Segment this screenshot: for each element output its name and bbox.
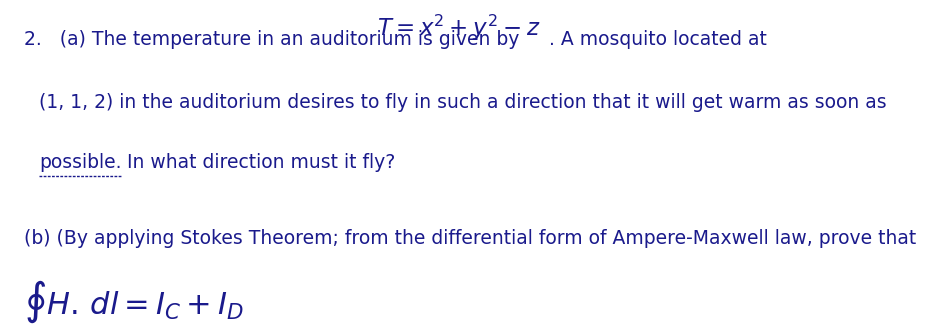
Text: possible.: possible. [40,152,122,172]
Text: (1, 1, 2) in the auditorium desires to fly in such a direction that it will get : (1, 1, 2) in the auditorium desires to f… [40,93,886,112]
Text: In what direction must it fly?: In what direction must it fly? [121,152,395,172]
Text: $\oint H.\, dl = I_C + I_D$: $\oint H.\, dl = I_C + I_D$ [24,278,244,325]
Text: 2.   (a) The temperature in an auditorium is given by: 2. (a) The temperature in an auditorium … [24,29,519,49]
Text: $T=x^2+y^2-z$: $T=x^2+y^2-z$ [377,13,540,43]
Text: . A mosquito located at: . A mosquito located at [549,29,767,49]
Text: (b) (By applying Stokes Theorem; from the differential form of Ampere-Maxwell la: (b) (By applying Stokes Theorem; from th… [24,229,917,248]
